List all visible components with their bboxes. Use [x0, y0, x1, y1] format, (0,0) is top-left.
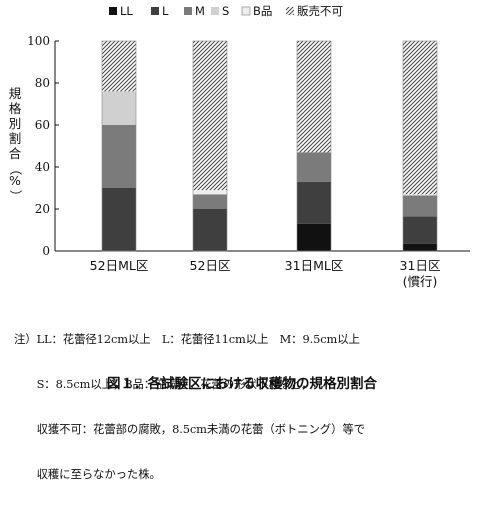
- y-axis-label-char: 合: [9, 146, 22, 161]
- bar-segment-B品: [403, 194, 437, 196]
- footnote-line: 収獲不可：花蕾部の腐敗，8.5cm未満の花蕾（ボトニング）等で: [14, 422, 365, 436]
- bar-segment-M: [102, 125, 136, 188]
- x-tick-label: 31日ML区: [285, 258, 344, 273]
- figure: LL L M S B品 販売不可 0 20 40 60 80 100 52日ML区 52日区 31日ML…: [8, 4, 470, 481]
- legend-label-S: S: [222, 4, 229, 18]
- legend-label-LL: LL: [120, 4, 133, 18]
- bars: [101, 40, 438, 252]
- bar-segment-販売不可: [102, 41, 136, 92]
- legend-label-M: M: [195, 4, 205, 18]
- legend: LL L M S B品 販売不可: [109, 4, 343, 18]
- y-axis-label-char: %: [9, 173, 21, 188]
- legend-swatch-LL: [109, 7, 117, 15]
- bar-segment-S: [102, 91, 136, 125]
- y-axis-label-char: 別: [9, 116, 22, 131]
- y-axis-label-char: 規: [9, 86, 22, 101]
- bar-segment-L: [102, 188, 136, 251]
- bar-segment-L: [193, 209, 227, 251]
- bar-segment-LL: [297, 223, 331, 251]
- footnote: 注）LL：花蕾径12cm以上 L：花蕾径11cm以上 M：9.5cm以上 S：8…: [14, 302, 476, 512]
- legend-swatch-B品: [241, 6, 251, 16]
- legend-label-L: L: [162, 4, 169, 18]
- y-axis-label-char: （: [8, 163, 23, 176]
- bar-segment-B品: [193, 190, 227, 195]
- legend-swatch-L: [151, 7, 159, 15]
- bar-segment-販売不可: [193, 41, 227, 191]
- y-tick-label: 80: [35, 76, 50, 90]
- x-tick-label: (慣行): [403, 274, 438, 289]
- bar-segment-M: [403, 195, 437, 217]
- y-axis-label-char: 格: [9, 101, 22, 116]
- legend-swatch-販売不可: [286, 7, 294, 15]
- x-tick-label: 52日区: [190, 258, 231, 273]
- bar-segment-販売不可: [297, 41, 331, 153]
- bar-segment-L: [297, 181, 331, 224]
- figure-caption: 図１．各試験区における収穫物の規格別割合: [107, 376, 377, 392]
- footnote-line: 注）LL：花蕾径12cm以上 L：花蕾径11cm以上 M：9.5cm以上: [14, 332, 360, 346]
- footnote-line: 収穫に至らなかった株。: [14, 467, 161, 481]
- y-axis-label-char: 割: [9, 131, 22, 146]
- bar-outline: [192, 40, 228, 252]
- x-axis-labels: 52日ML区 52日区 31日ML区 31日区(慣行): [90, 258, 441, 289]
- legend-swatch-S: [211, 7, 219, 15]
- bar-outline: [101, 40, 137, 252]
- y-tick-label: 100: [27, 34, 50, 48]
- y-tick-label: 40: [35, 160, 50, 174]
- y-axis-label: 規格別割合 （% ）: [8, 86, 23, 202]
- bar-segment-LL: [403, 243, 437, 251]
- legend-swatch-M: [184, 7, 192, 15]
- bar-segment-M: [193, 194, 227, 209]
- x-tick-label: 52日ML区: [90, 258, 149, 273]
- bar-segment-販売不可: [403, 41, 437, 195]
- x-tick-label: 31日区: [400, 258, 441, 273]
- footnote-line: S：8.5cm以上，B品：空洞症，花蕾の形状不良など，: [14, 377, 313, 391]
- bar-segment-L: [403, 216, 437, 244]
- legend-label-販売不可: 販売不可: [297, 4, 343, 18]
- bar-outline: [296, 40, 332, 252]
- bar-segment-M: [297, 152, 331, 182]
- y-axis-label-char: ）: [8, 190, 23, 203]
- legend-label-B品: B品: [253, 4, 272, 18]
- bar-outline: [402, 40, 438, 252]
- y-tick-label: 60: [35, 118, 50, 132]
- y-tick-label: 20: [35, 202, 50, 216]
- y-tick-label: 0: [42, 244, 50, 258]
